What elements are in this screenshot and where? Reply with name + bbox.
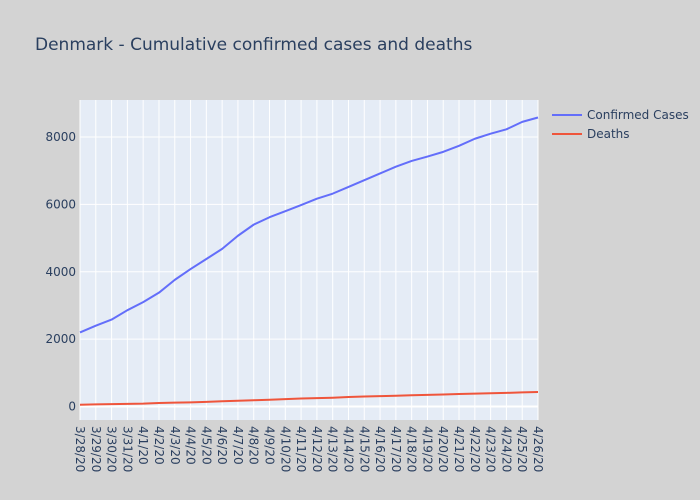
series-lines bbox=[79, 116, 539, 406]
x-axis-ticks: 3/28/20 3/29/20 3/30/20 3/31/20 4/1/20 4/2/20… bbox=[73, 426, 545, 472]
x-tick-label: 4/12/20 bbox=[310, 426, 324, 472]
x-tick-label: 3/31/20 bbox=[120, 426, 134, 472]
x-tick-label: 4/13/20 bbox=[326, 426, 340, 472]
x-tick-label: 4/9/20 bbox=[263, 426, 277, 465]
y-tick-label: 6000 bbox=[45, 197, 76, 211]
series-line-1 bbox=[79, 391, 539, 406]
x-tick-label: 4/5/20 bbox=[199, 426, 213, 465]
y-tick-label: 4000 bbox=[45, 265, 76, 279]
x-tick-label: 4/19/20 bbox=[420, 426, 434, 472]
grid bbox=[79, 100, 539, 420]
x-tick-label: 4/1/20 bbox=[136, 426, 150, 465]
x-tick-label: 4/24/20 bbox=[499, 426, 513, 472]
x-tick-label: 4/18/20 bbox=[405, 426, 419, 472]
y-tick-label: 2000 bbox=[45, 332, 76, 346]
x-tick-label: 4/11/20 bbox=[294, 426, 308, 472]
x-tick-label: 4/6/20 bbox=[215, 426, 229, 465]
x-tick-label: 4/15/20 bbox=[357, 426, 371, 472]
x-tick-label: 4/25/20 bbox=[515, 426, 529, 472]
y-tick-label: 8000 bbox=[45, 130, 76, 144]
x-tick-label: 4/8/20 bbox=[247, 426, 261, 465]
legend: Confirmed Cases Deaths bbox=[552, 108, 689, 141]
x-tick-label: 4/20/20 bbox=[436, 426, 450, 472]
x-tick-label: 4/2/20 bbox=[152, 426, 166, 465]
legend-label: Confirmed Cases bbox=[587, 108, 689, 122]
y-axis-ticks: 0 2000 4000 6000 8000 bbox=[45, 130, 76, 413]
x-tick-label: 4/3/20 bbox=[168, 426, 182, 465]
plot-area bbox=[80, 100, 538, 420]
x-tick-label: 4/14/20 bbox=[341, 426, 355, 472]
x-tick-label: 4/23/20 bbox=[484, 426, 498, 472]
x-tick-label: 4/26/20 bbox=[531, 426, 545, 472]
x-tick-label: 4/16/20 bbox=[373, 426, 387, 472]
x-tick-label: 4/22/20 bbox=[468, 426, 482, 472]
y-tick-label: 0 bbox=[68, 400, 76, 414]
x-tick-label: 4/21/20 bbox=[452, 426, 466, 472]
x-tick-label: 4/7/20 bbox=[231, 426, 245, 465]
x-tick-label: 3/29/20 bbox=[89, 426, 103, 472]
x-tick-label: 4/17/20 bbox=[389, 426, 403, 472]
x-tick-label: 4/10/20 bbox=[278, 426, 292, 472]
series-line-0 bbox=[79, 116, 539, 334]
x-tick-label: 4/4/20 bbox=[184, 426, 198, 465]
x-tick-label: 3/28/20 bbox=[73, 426, 87, 472]
chart-title: Denmark - Cumulative confirmed cases and… bbox=[35, 35, 472, 55]
x-tick-label: 3/30/20 bbox=[105, 426, 119, 472]
legend-label: Deaths bbox=[587, 127, 630, 141]
